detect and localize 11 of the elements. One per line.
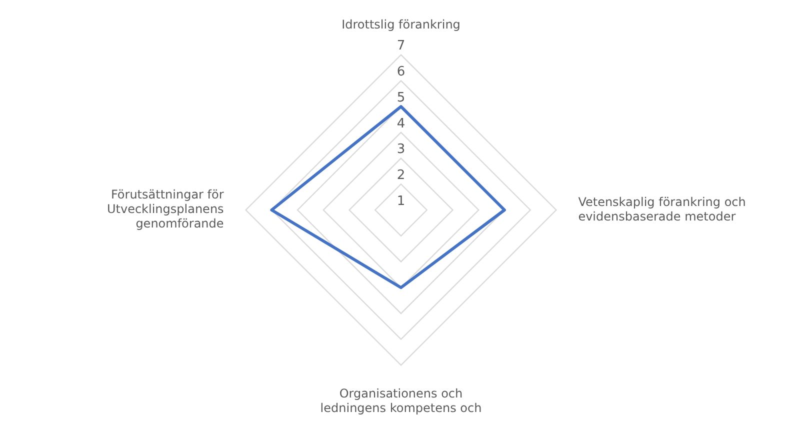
y-tick-label: 3 bbox=[396, 142, 406, 158]
y-tick-label: 1 bbox=[396, 194, 406, 209]
spoke-label: Idrottslig förankring bbox=[342, 18, 460, 32]
spoke-label: Vetenskaplig förankring och evidensbaserade metoder bbox=[578, 194, 746, 224]
y-tick-label: 5 bbox=[396, 90, 406, 106]
y-tick-label: 7 bbox=[396, 38, 406, 54]
y-tick-label: 4 bbox=[396, 116, 406, 132]
y-tick-label: 2 bbox=[396, 168, 406, 184]
spoke-label: Förutsättningar för Utvecklingsplanens genomförande bbox=[106, 188, 224, 231]
spoke-label: Organisationens och ledningens kompetens och bbox=[320, 386, 482, 415]
y-tick-label: 6 bbox=[396, 64, 406, 80]
